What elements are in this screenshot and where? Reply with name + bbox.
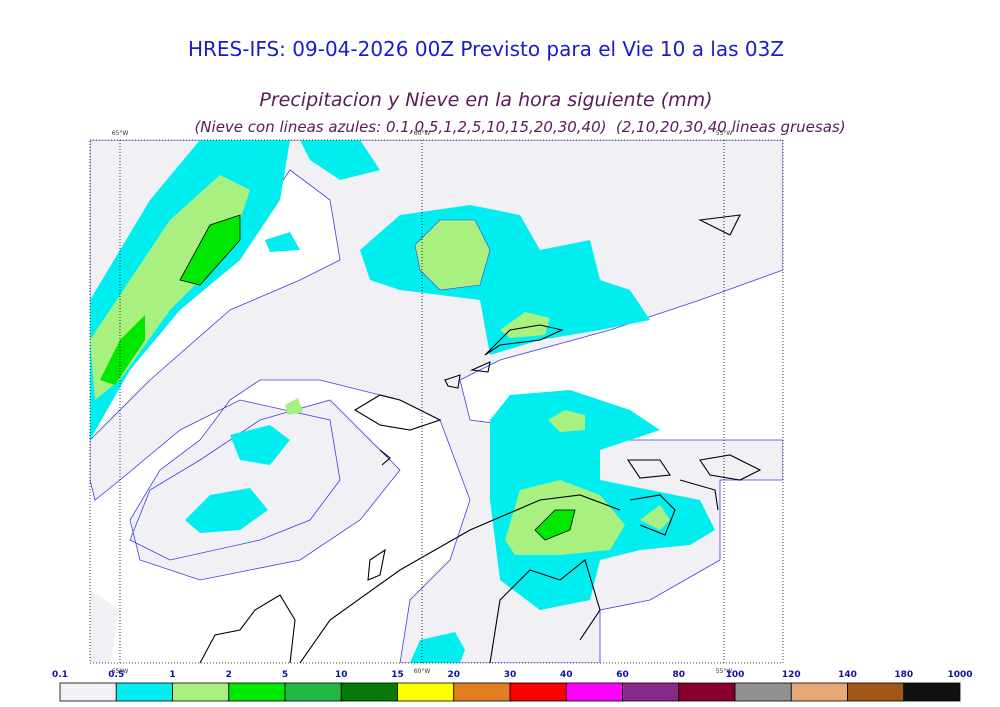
colorbar-box bbox=[678, 682, 736, 702]
subtitle: Precipitacion y Nieve en la hora siguien… bbox=[259, 89, 712, 111]
colorbar-label: 10 bbox=[335, 670, 348, 680]
colorbar-box bbox=[903, 682, 961, 702]
colorbar-label: 1 bbox=[169, 670, 175, 680]
colorbar-box bbox=[284, 682, 342, 702]
colorbar-label: 180 bbox=[894, 670, 913, 680]
meridian-label: 60°W bbox=[414, 668, 431, 675]
title: HRES-IFS: 09-04-2026 00Z Previsto para e… bbox=[188, 37, 784, 61]
colorbar-box bbox=[59, 682, 117, 702]
colorbar-label: 0.1 bbox=[52, 670, 68, 680]
colorbar-label: 100 bbox=[726, 670, 745, 680]
colorbar-box bbox=[453, 682, 511, 702]
colorbar-box bbox=[172, 682, 230, 702]
meridian-label: 60°W bbox=[414, 130, 431, 137]
meridian-label: 65°W bbox=[112, 668, 129, 675]
colorbar-label: 5 bbox=[282, 670, 288, 680]
colorbar-label: 40 bbox=[560, 670, 573, 680]
colorbar-label: 20 bbox=[447, 670, 460, 680]
coastlines bbox=[199, 214, 762, 663]
colorbar-box bbox=[397, 682, 455, 702]
meridian-label: 65°W bbox=[112, 130, 129, 137]
colorbar-label: 0.5 bbox=[108, 670, 124, 680]
colorbar-label: 30 bbox=[504, 670, 517, 680]
meridian-label: 55°W bbox=[716, 668, 733, 675]
precip-fields bbox=[90, 140, 783, 663]
colorbar-box bbox=[847, 682, 905, 702]
colorbar-label: 15 bbox=[391, 670, 404, 680]
colorbar-box bbox=[790, 682, 848, 702]
colorbar-label: 1000 bbox=[947, 670, 972, 680]
colorbar-box bbox=[565, 682, 623, 702]
note: (Nieve con lineas azules: 0.1,0.5,1,2,5,… bbox=[194, 118, 845, 136]
map: 65°W 65°W 60°W 60°W 55°W 55°W bbox=[89, 130, 784, 675]
colorbar-label: 2 bbox=[226, 670, 232, 680]
meridian-label: 55°W bbox=[716, 130, 733, 137]
colorbar: 0.1 0.5 1 2 5 10 15 20 30 40 60 80 100 120 140 180 1000 bbox=[52, 670, 973, 702]
colorbar-box bbox=[115, 682, 173, 702]
colorbar-box bbox=[228, 682, 286, 702]
colorbar-box bbox=[509, 682, 567, 702]
meridians: 65°W 65°W 60°W 60°W 55°W 55°W bbox=[112, 130, 733, 675]
colorbar-box bbox=[340, 682, 398, 702]
colorbar-box bbox=[622, 682, 680, 702]
colorbar-label: 120 bbox=[782, 670, 801, 680]
colorbar-label: 80 bbox=[672, 670, 685, 680]
colorbar-label: 60 bbox=[616, 670, 629, 680]
colorbar-box bbox=[734, 682, 792, 702]
map-frame bbox=[89, 139, 784, 664]
colorbar-label: 140 bbox=[838, 670, 857, 680]
